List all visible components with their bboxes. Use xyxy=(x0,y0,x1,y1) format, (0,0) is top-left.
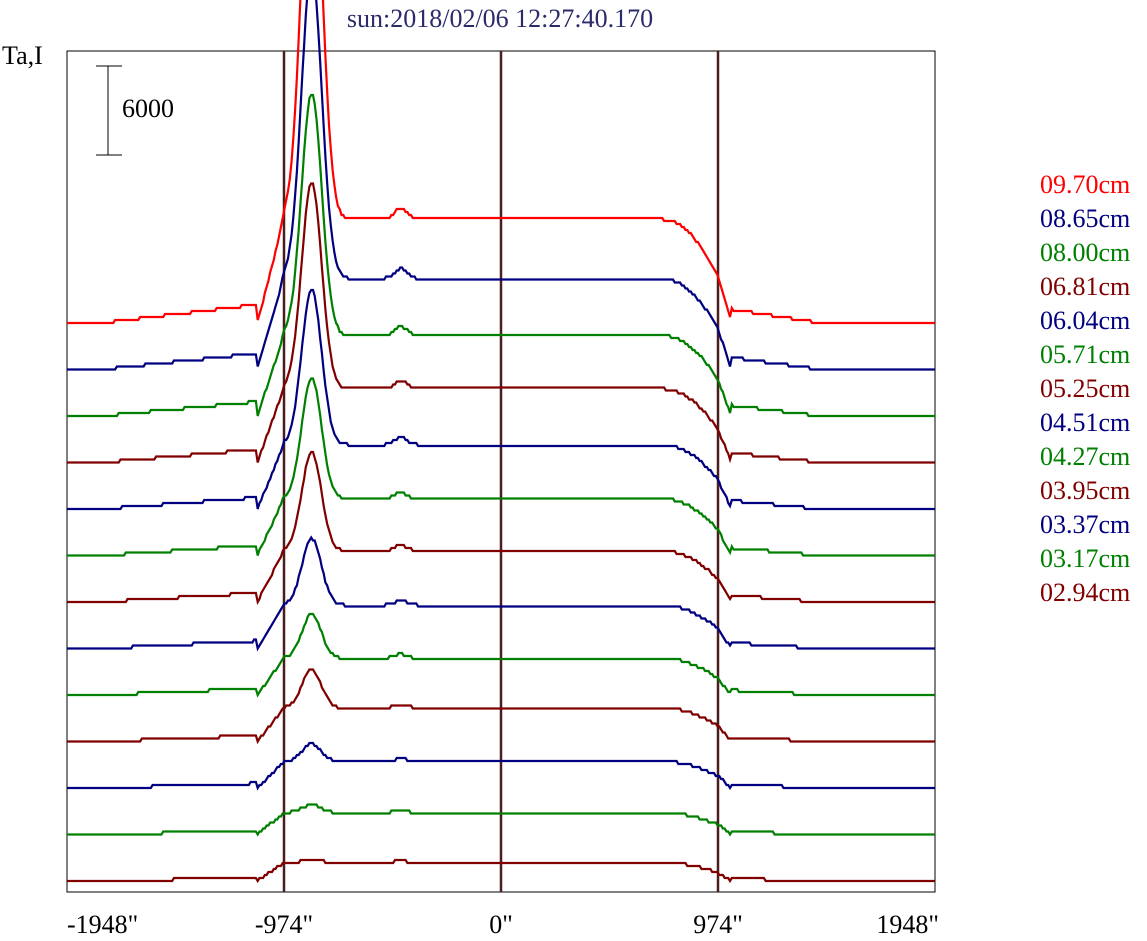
x-tick-label: 974" xyxy=(693,910,743,939)
series-curves xyxy=(67,0,935,884)
legend-entry: 04.51cm xyxy=(1040,408,1130,437)
legend-entry: 08.65cm xyxy=(1040,204,1130,233)
legend-entry: 02.94cm xyxy=(1040,578,1130,607)
series-line xyxy=(67,803,935,837)
legend-entry: 06.81cm xyxy=(1040,272,1130,301)
series-line xyxy=(67,93,935,418)
legend-entry: 04.27cm xyxy=(1040,442,1130,471)
series-line xyxy=(67,0,935,371)
scale-bar: 6000 xyxy=(96,65,174,156)
legend-entry: 09.70cm xyxy=(1040,170,1130,199)
series-line xyxy=(67,0,935,325)
series-line xyxy=(67,288,935,511)
x-tick-label: 1948" xyxy=(876,910,939,939)
legend-entry: 05.71cm xyxy=(1040,340,1130,369)
x-tick-label: 0" xyxy=(489,910,513,939)
series-line xyxy=(67,535,935,652)
legend-entry: 08.00cm xyxy=(1040,238,1130,267)
series-line xyxy=(67,741,935,791)
legend-entry: 03.95cm xyxy=(1040,476,1130,505)
legend-entry: 03.37cm xyxy=(1040,510,1130,539)
series-line xyxy=(67,668,935,745)
series-line xyxy=(67,182,935,464)
series-line xyxy=(67,612,935,698)
series-line xyxy=(67,377,935,557)
x-tick-label: -1948" xyxy=(67,910,138,939)
x-tick-labels: -1948" -974" 0" 974" 1948" xyxy=(67,910,939,939)
series-line xyxy=(67,858,935,884)
vertical-markers xyxy=(282,51,720,892)
series-line xyxy=(67,450,935,606)
y-axis-label: Ta,I xyxy=(2,41,43,70)
x-tick-label: -974" xyxy=(255,910,313,939)
chart-title: sun:2018/02/06 12:27:40.170 xyxy=(347,4,653,33)
legend-entry: 05.25cm xyxy=(1040,374,1130,403)
legend-entry: 06.04cm xyxy=(1040,306,1130,335)
legend-entry: 03.17cm xyxy=(1040,544,1130,573)
legend: 09.70cm 08.65cm 08.00cm 06.81cm 06.04cm 05.71… xyxy=(1040,170,1130,607)
scale-bar-label: 6000 xyxy=(122,94,174,123)
